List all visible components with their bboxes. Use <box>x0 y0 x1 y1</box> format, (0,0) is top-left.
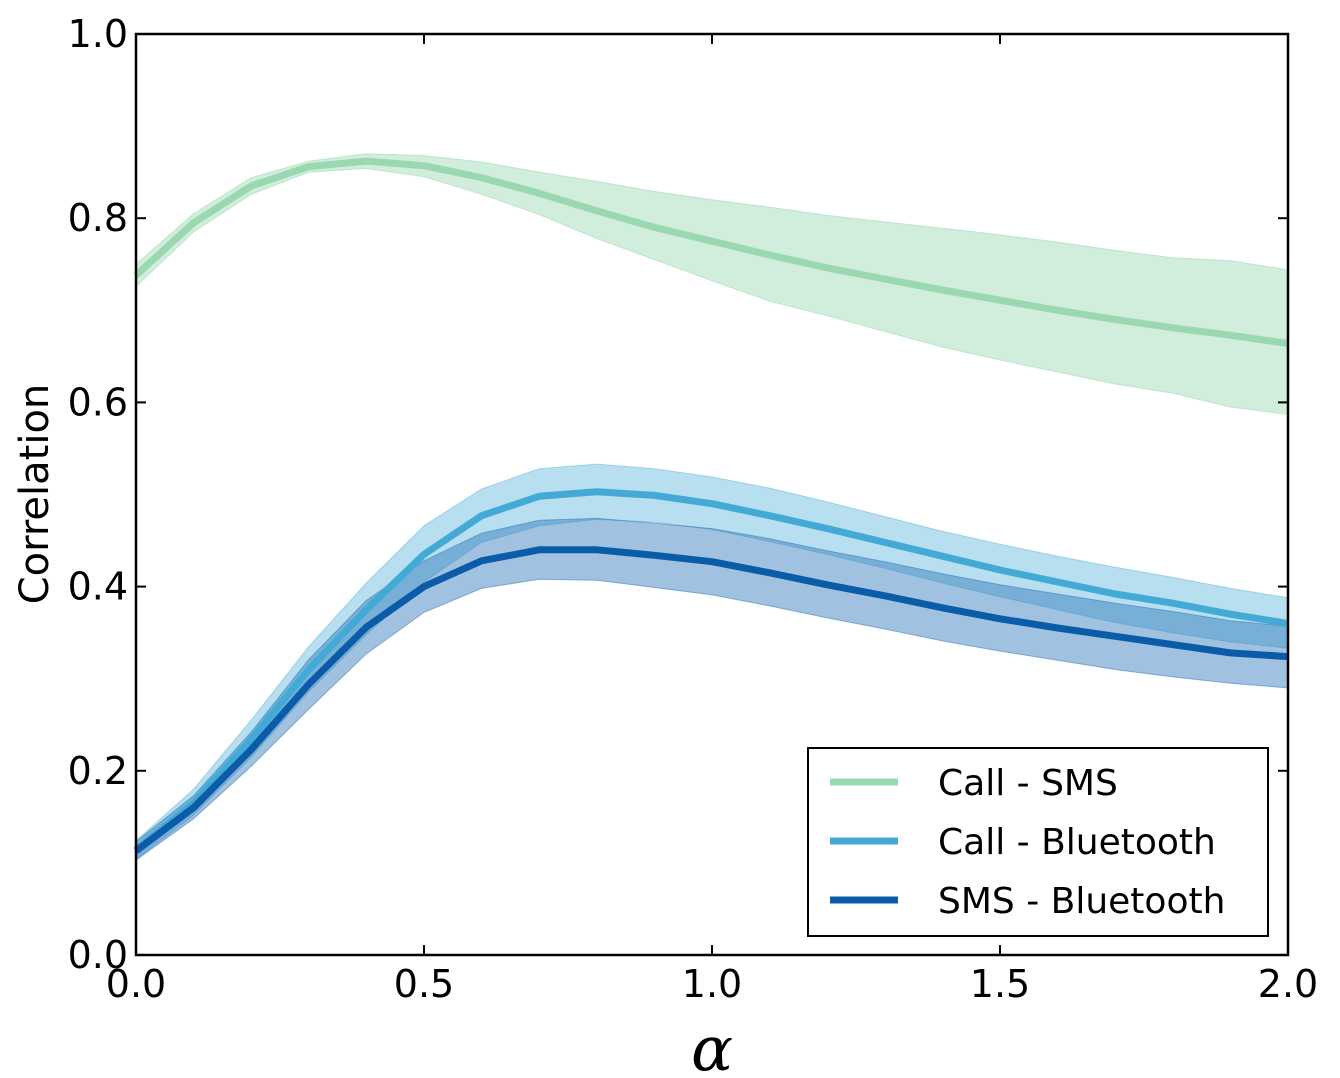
y-tick-label: 1.0 <box>68 12 128 56</box>
series-lines <box>133 157 1289 854</box>
x-tick-label: 0.0 <box>106 962 166 1006</box>
legend-label-sms-bluetooth: SMS - Bluetooth <box>938 881 1225 922</box>
axis-ticks: 0.0 0.5 1.0 1.5 2.0 0.0 0.2 0.4 0.6 0.8 1.0 <box>68 12 1319 1006</box>
y-axis-label: Correlation <box>12 384 58 605</box>
line-sms-bluetooth <box>133 546 1289 854</box>
legend-label-call-sms: Call - SMS <box>938 763 1118 804</box>
x-tick-label: 0.5 <box>394 962 454 1006</box>
y-tick-label: 0.6 <box>68 380 128 424</box>
band-call-sms <box>135 153 1289 415</box>
y-tick-label: 0.0 <box>68 933 128 977</box>
y-tick-label: 0.2 <box>68 749 128 793</box>
x-tick-label: 1.5 <box>970 962 1030 1006</box>
legend: Call - SMS Call - Bluetooth SMS - Bluetoot… <box>807 747 1269 937</box>
legend-label-call-bluetooth: Call - Bluetooth <box>938 822 1216 863</box>
x-tick-label: 1.0 <box>682 962 742 1006</box>
line-call-bluetooth <box>133 488 1289 853</box>
y-tick-label: 0.4 <box>68 565 128 609</box>
x-tick-label: 2.0 <box>1258 962 1318 1006</box>
line-call-sms <box>133 157 1289 347</box>
x-axis-label: α <box>691 1012 733 1078</box>
y-tick-label: 0.8 <box>68 196 128 240</box>
